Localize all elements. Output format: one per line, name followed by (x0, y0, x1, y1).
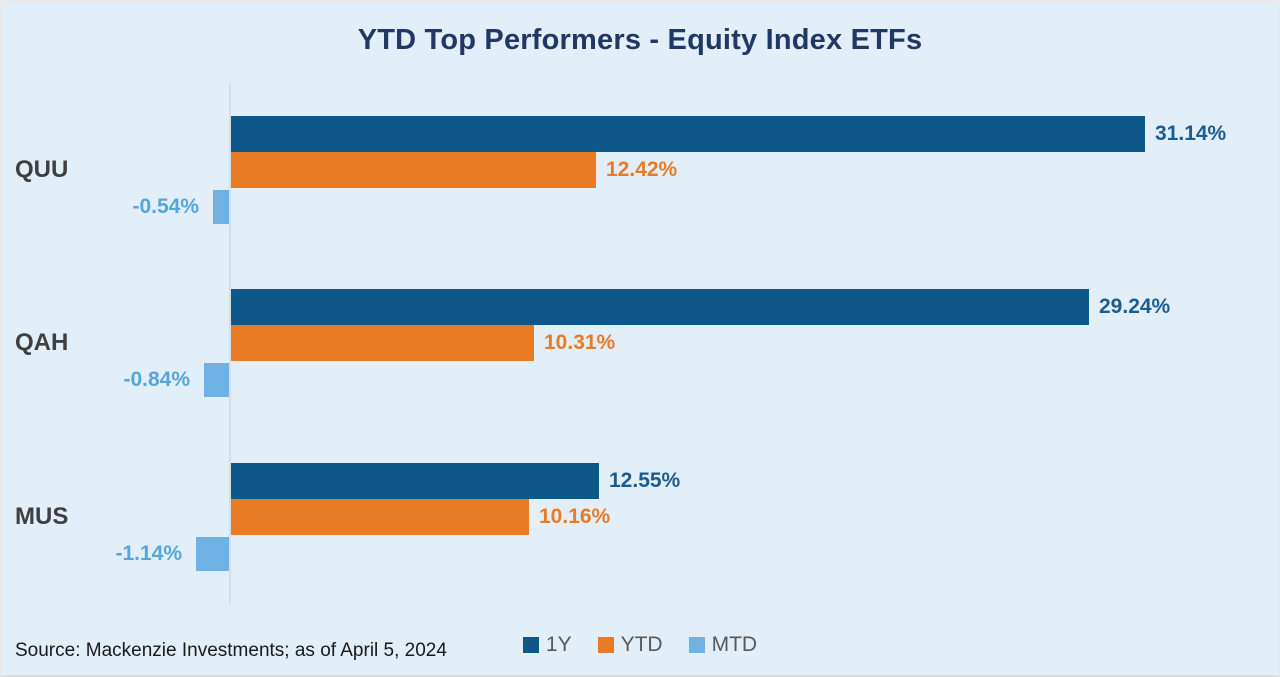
source-note: Source: Mackenzie Investments; as of Apr… (15, 640, 447, 661)
y-axis-line (229, 83, 231, 603)
value-label-mtd-mus: -1.14% (115, 542, 182, 565)
bar-mtd-qah (204, 363, 229, 397)
bar-ytd-qah (231, 325, 534, 361)
legend-swatch-1y-icon (522, 637, 539, 653)
legend-item-ytd: YTD (597, 633, 663, 657)
page-title: YTD Top Performers - Equity Index ETFs (357, 24, 923, 56)
value-label-ytd-quu: 12.42% (606, 158, 678, 181)
chart-legend: 1Y YTD MTD (2, 633, 1278, 657)
bar-ytd-mus (231, 499, 529, 535)
legend-swatch-mtd-icon (688, 637, 705, 653)
value-label-1y-mus: 12.55% (609, 469, 681, 492)
value-label-mtd-qah: -0.84% (123, 368, 190, 391)
bar-mtd-mus (196, 537, 229, 571)
legend-label-mtd: MTD (711, 633, 758, 656)
category-label-mus: MUS (15, 503, 69, 530)
category-label-quu: QUU (15, 156, 69, 183)
bar-1y-mus (231, 463, 599, 499)
value-label-1y-quu: 31.14% (1155, 122, 1227, 145)
bar-1y-quu (231, 116, 1145, 152)
legend-label-ytd: YTD (620, 633, 663, 656)
bar-1y-qah (231, 289, 1089, 325)
legend-item-mtd: MTD (688, 633, 758, 657)
bar-ytd-quu (231, 152, 596, 188)
category-label-qah: QAH (15, 329, 69, 356)
legend-swatch-ytd-icon (597, 637, 614, 653)
value-label-ytd-mus: 10.16% (539, 505, 611, 528)
value-label-ytd-qah: 10.31% (544, 331, 616, 354)
value-label-1y-qah: 29.24% (1099, 295, 1171, 318)
value-label-mtd-quu: -0.54% (132, 195, 199, 218)
bar-mtd-quu (213, 190, 229, 224)
legend-item-1y: 1Y (522, 633, 572, 657)
legend-label-1y: 1Y (545, 633, 572, 656)
